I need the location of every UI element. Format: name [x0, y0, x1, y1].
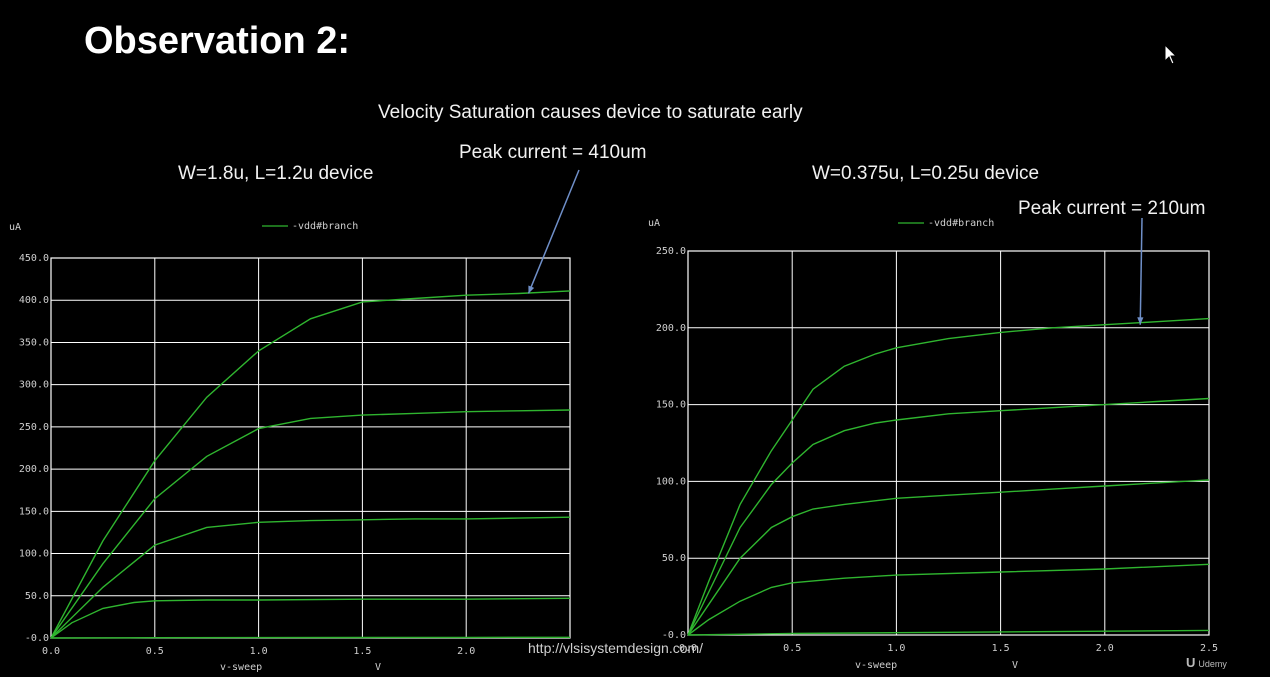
y-tick-label: 200.0	[656, 323, 686, 334]
x-tick-label: 2.5	[1200, 643, 1218, 654]
plot-frame	[688, 251, 1209, 635]
x-axis-unit-label: V	[1012, 660, 1018, 671]
series-line-5	[688, 630, 1209, 635]
udemy-u-icon: U	[1186, 655, 1195, 670]
x-tick-label: 1.0	[887, 643, 905, 654]
annotation-arrow-line	[1140, 218, 1142, 325]
series-line-2	[688, 399, 1209, 636]
x-tick-label: 0.5	[783, 643, 801, 654]
y-axis-unit-label: uA	[648, 218, 660, 229]
x-tick-label: 1.5	[992, 643, 1010, 654]
series-line-3	[688, 480, 1209, 635]
udemy-logo: U Udemy	[1186, 655, 1227, 670]
legend-label: -vdd#branch	[928, 218, 994, 229]
mouse-cursor-icon	[1164, 44, 1178, 66]
y-tick-label: 100.0	[656, 476, 686, 487]
annotation-arrowhead-icon	[1137, 317, 1143, 324]
series-line-4	[688, 564, 1209, 635]
series-line-1	[688, 319, 1209, 635]
watermark-url: http://vlsisystemdesign.com/	[528, 640, 703, 656]
y-tick-label: 250.0	[656, 246, 686, 257]
x-axis-label: v-sweep	[855, 660, 897, 671]
y-tick-label: 150.0	[656, 400, 686, 411]
x-tick-label: 2.0	[1096, 643, 1114, 654]
y-tick-label: 50.0	[662, 553, 686, 564]
